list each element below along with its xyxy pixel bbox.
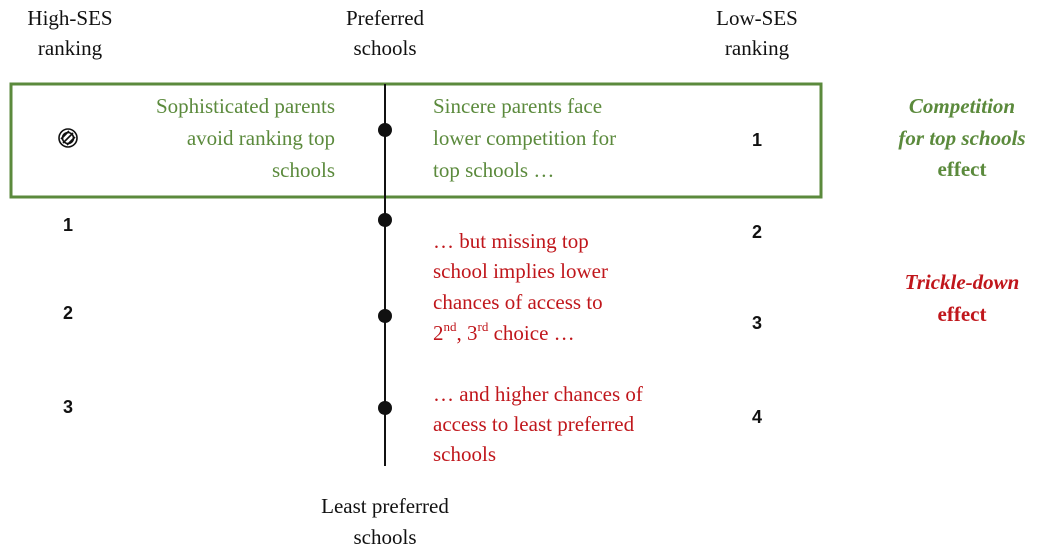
superscript: nd	[444, 319, 458, 334]
school-dot	[378, 123, 392, 137]
header: Low-SES	[716, 6, 798, 30]
trickle-text: schools	[433, 442, 496, 466]
effect-label: Competition	[909, 94, 1015, 118]
text-part: choice …	[488, 321, 574, 345]
box-left-text: Sophisticated parents	[156, 94, 335, 118]
header: ranking	[38, 36, 103, 60]
high-rank: 2	[63, 303, 73, 323]
trickle-text: chances of access to	[433, 290, 603, 314]
footer: schools	[354, 525, 417, 549]
low-rank: 3	[752, 313, 762, 333]
text-part: , 3	[457, 321, 478, 345]
header: Preferred	[346, 6, 425, 30]
effect-label: for top schools	[898, 126, 1025, 150]
superscript: rd	[478, 319, 489, 334]
effect-label: effect	[938, 302, 987, 326]
school-dot	[378, 309, 392, 323]
school-dot	[378, 213, 392, 227]
box-left-text: avoid ranking top	[187, 126, 335, 150]
no-rank-icon	[58, 128, 78, 148]
box-right-text: lower competition for	[433, 126, 616, 150]
trickle-text: … and higher chances of	[433, 382, 643, 406]
header: ranking	[725, 36, 790, 60]
effect-label: effect	[938, 157, 987, 181]
header: schools	[354, 36, 417, 60]
box-left-text: schools	[272, 158, 335, 182]
high-rank: 1	[63, 215, 73, 235]
high-rank: 3	[63, 397, 73, 417]
competition-box	[9, 82, 823, 199]
effect-label: Trickle-down	[905, 270, 1020, 294]
header: High-SES	[27, 6, 112, 30]
text-part: 2	[433, 321, 444, 345]
trickle-text: access to least preferred	[433, 412, 635, 436]
footer: Least preferred	[321, 494, 449, 518]
trickle-text: 2nd, 3rd choice …	[433, 319, 575, 345]
trickle-text: … but missing top	[433, 229, 589, 253]
box-right-text: Sincere parents face	[433, 94, 602, 118]
school-dot	[378, 401, 392, 415]
trickle-text: school implies lower	[433, 259, 608, 283]
box-right-text: top schools …	[433, 158, 554, 182]
low-rank: 2	[752, 222, 762, 242]
low-rank: 4	[752, 407, 762, 427]
low-rank: 1	[752, 130, 762, 150]
